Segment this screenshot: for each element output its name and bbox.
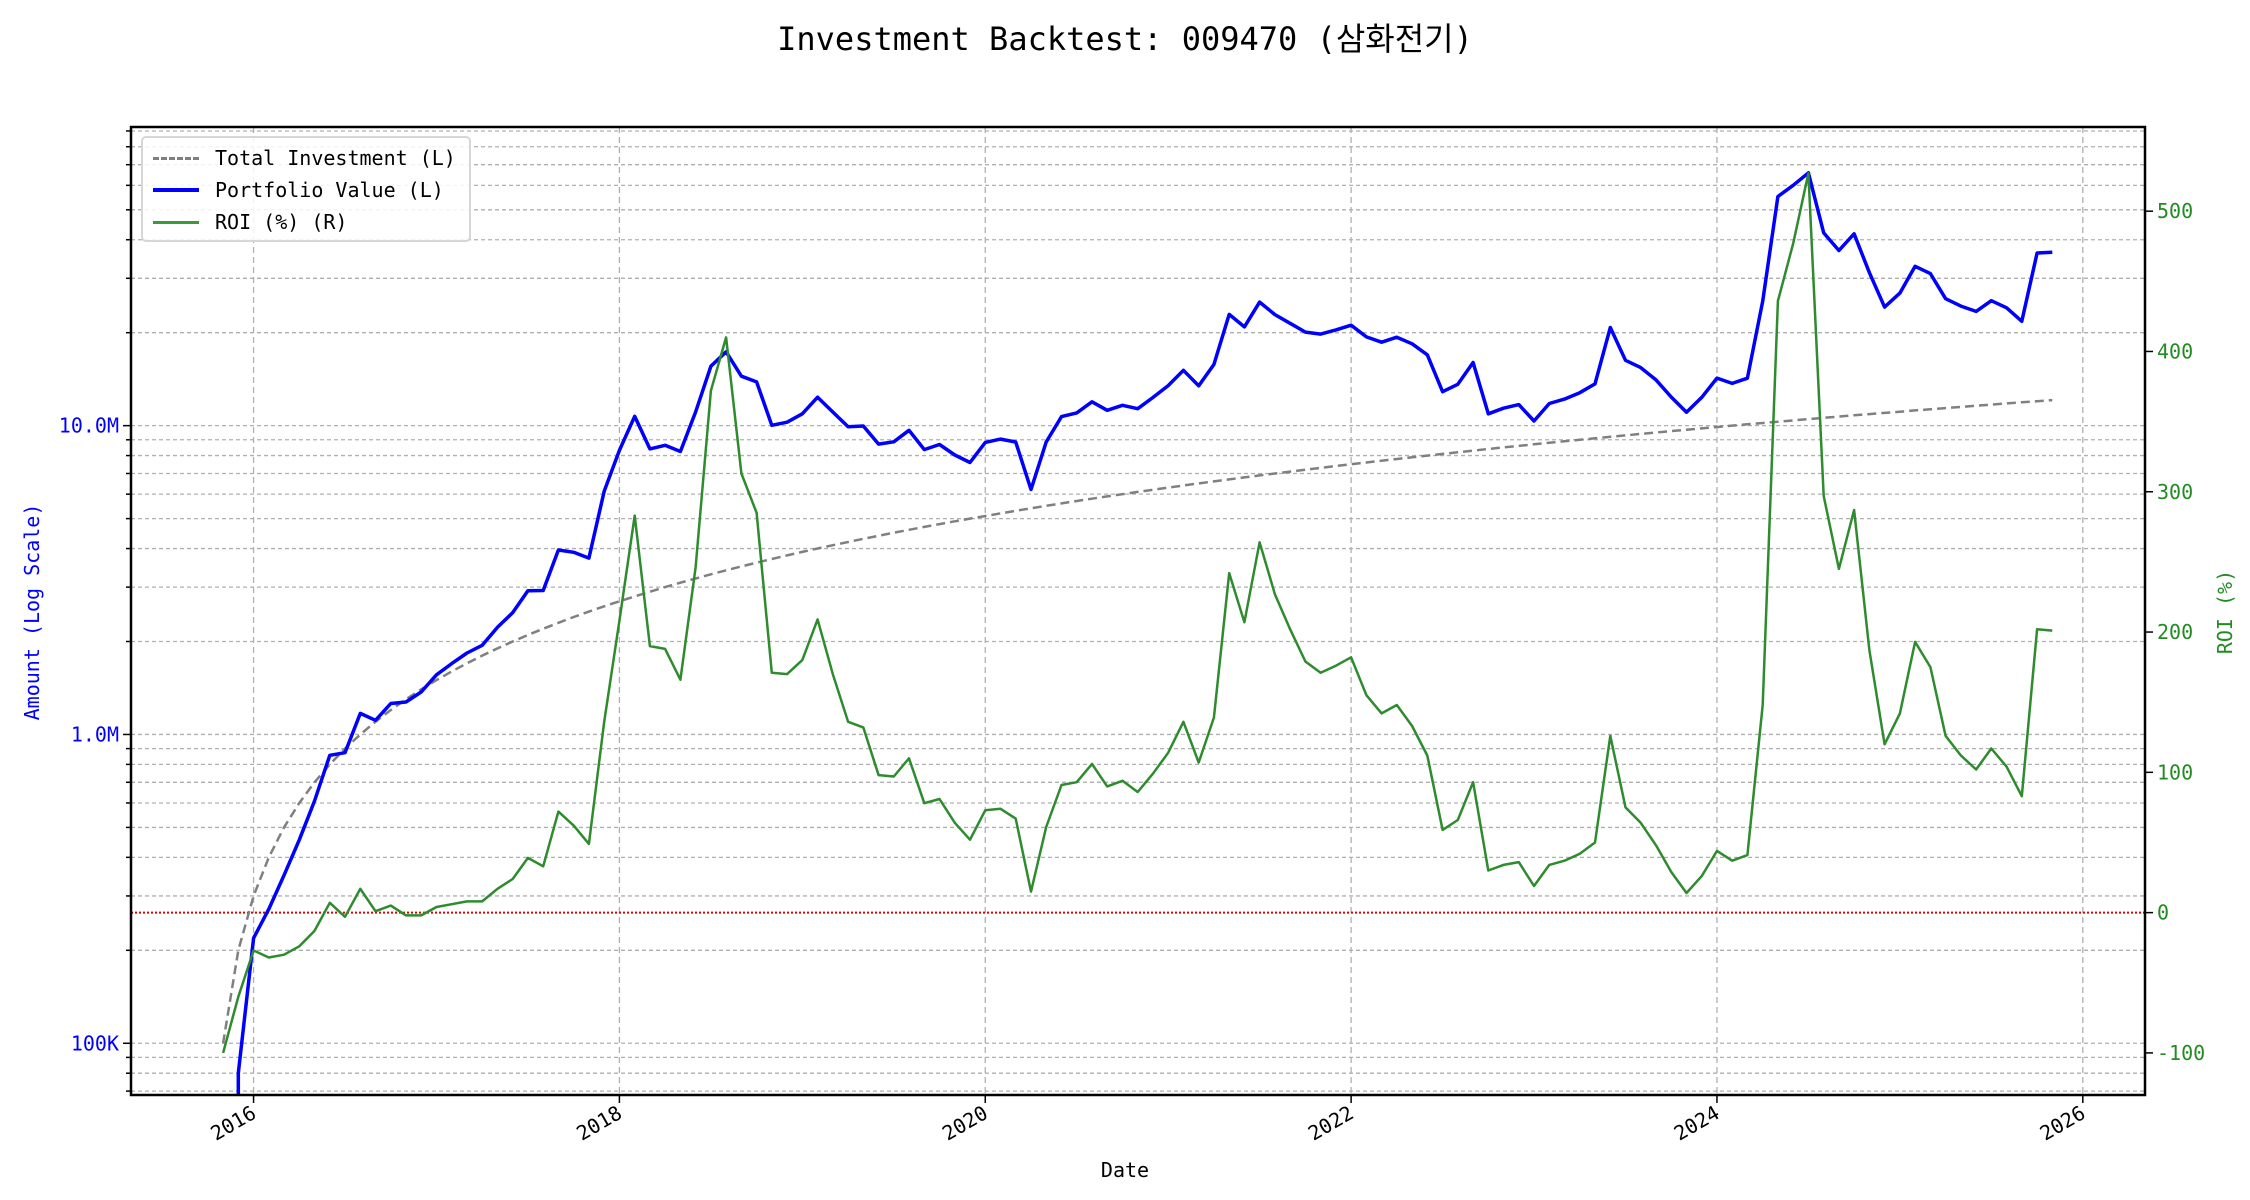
y-left-tick-label: 1.0M: [71, 722, 119, 746]
y-right-tick-label: 0: [2157, 901, 2169, 925]
x-tick-label: 2020: [938, 1101, 992, 1146]
y-right-tick-label: -100: [2157, 1041, 2205, 1065]
plot-frame: [129, 125, 2147, 1097]
chart-title: Investment Backtest: 009470 (삼화전기): [777, 20, 1473, 58]
y-axis-left-label: Amount (Log Scale): [20, 503, 44, 721]
y-axis-right-label: ROI (%): [2213, 569, 2237, 655]
axes: 2016 2018 2020 2022 2024 2026 100K 1.0M 10.0M -10…: [59, 125, 2205, 1146]
series-layer: [131, 171, 2145, 1095]
y-right-tick-label: 200: [2157, 620, 2193, 644]
x-tick-label: 2024: [1670, 1101, 1724, 1146]
legend-label: Portfolio Value (L): [215, 178, 444, 202]
legend-swatch-blue: [153, 188, 199, 192]
y-right-tick-label: 400: [2157, 339, 2193, 363]
y-left-tick-label: 10.0M: [59, 414, 119, 438]
x-axis-label: Date: [1100, 1158, 1150, 1182]
legend: Total Investment (L) Portfolio Value (L)…: [141, 136, 471, 242]
roi-line: [221, 172, 2053, 1054]
legend-item-portfolio-value: Portfolio Value (L): [153, 175, 444, 205]
x-tick-label: 2022: [1304, 1101, 1358, 1146]
grid-lines: [131, 127, 2145, 1095]
x-tick-label: 2026: [2036, 1101, 2090, 1146]
y-right-tick-label: 300: [2157, 480, 2193, 504]
y-right-tick-label: 100: [2157, 760, 2193, 784]
x-tick-label: 2016: [206, 1101, 260, 1146]
legend-swatch-dashed: [153, 156, 199, 160]
y-right-tick-label: 500: [2157, 199, 2193, 223]
legend-label: Total Investment (L): [215, 146, 456, 170]
legend-item-roi: ROI (%) (R): [153, 207, 347, 237]
x-tick-label: 2018: [572, 1101, 626, 1146]
portfolio-value-line: [236, 171, 2053, 1095]
y-left-tick-label: 100K: [71, 1031, 119, 1055]
total-investment-line: [221, 398, 2053, 1044]
legend-item-total-investment: Total Investment (L): [153, 143, 456, 173]
legend-swatch-green: [153, 220, 199, 224]
legend-label: ROI (%) (R): [215, 210, 348, 234]
